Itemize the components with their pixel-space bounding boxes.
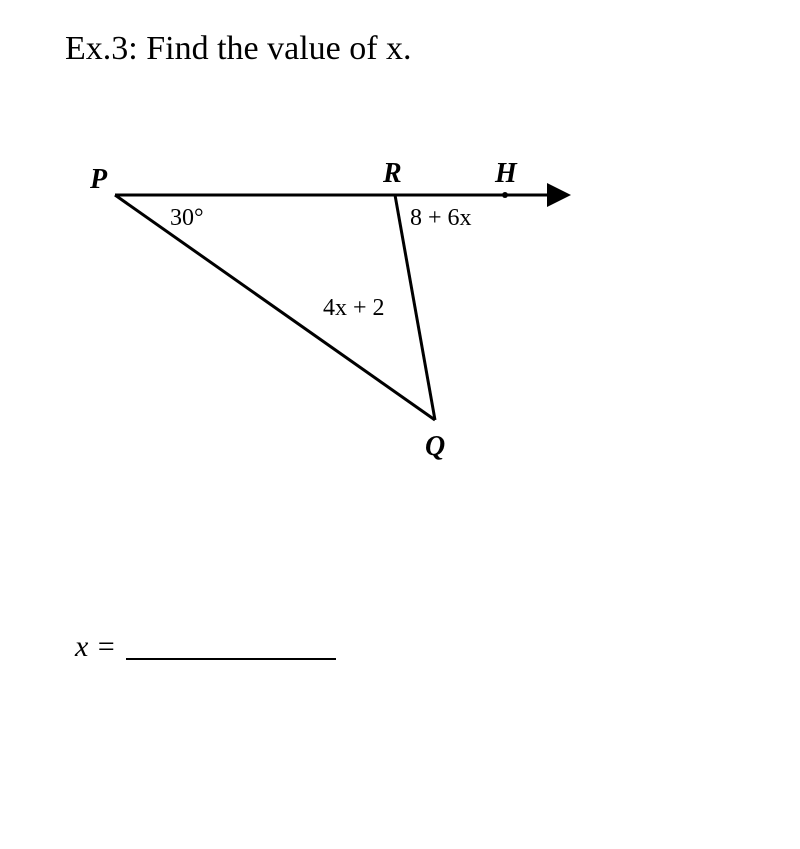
- vertex-R-label: R: [382, 158, 402, 189]
- angle-P-label: 30°: [170, 205, 204, 231]
- interior-angle-expr: 4x + 2: [323, 295, 385, 321]
- vertex-P-label: P: [89, 164, 108, 195]
- answer-prompt: x =: [75, 630, 116, 664]
- diagram-svg: P R H Q 30° 4x + 2 8 + 6x: [75, 140, 625, 490]
- answer-blank[interactable]: [126, 634, 336, 660]
- answer-row: x =: [75, 630, 336, 664]
- geometry-diagram: P R H Q 30° 4x + 2 8 + 6x: [75, 140, 625, 490]
- exterior-angle-expr: 8 + 6x: [410, 205, 472, 231]
- vertex-H-label: H: [494, 158, 518, 189]
- vertex-Q-label: Q: [425, 431, 445, 462]
- segment-PQ: [115, 195, 435, 420]
- point-on-ray: [502, 192, 508, 198]
- problem-title: Ex.3: Find the value of x.: [65, 30, 412, 68]
